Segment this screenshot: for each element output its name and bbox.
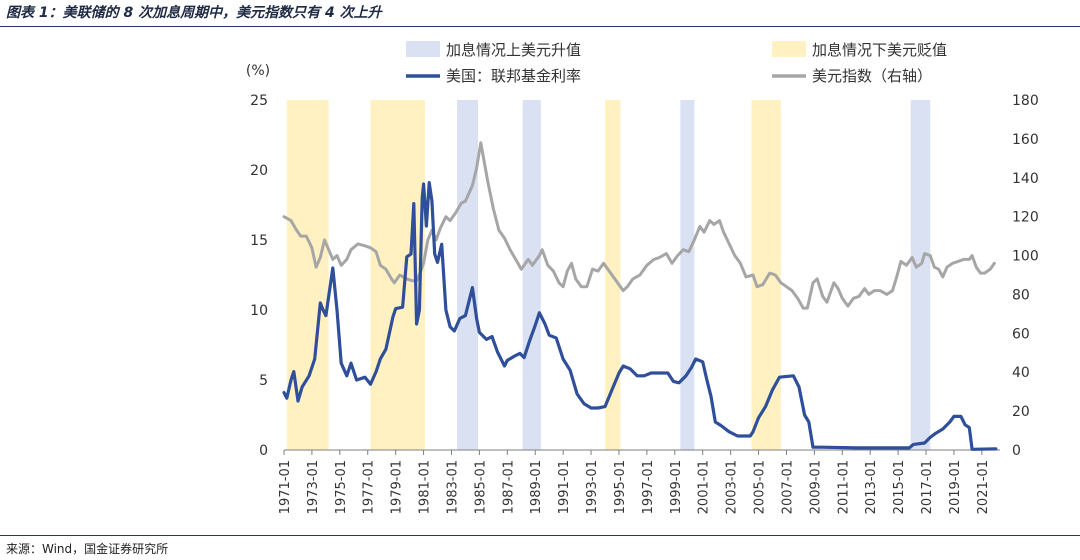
x-tick-label: 1979-01 <box>390 460 405 514</box>
x-tick-label: 2005-01 <box>753 460 768 514</box>
right-tick-label: 100 <box>1012 249 1039 265</box>
band-usd-up-8 <box>910 100 931 450</box>
x-tick-label: 2019-01 <box>948 460 963 514</box>
x-tick-label: 1977-01 <box>362 460 377 514</box>
x-tick-label: 2021-01 <box>976 460 991 514</box>
right-tick-label: 160 <box>1012 132 1039 148</box>
left-axis-unit: (%) <box>246 63 270 79</box>
right-tick-label: 180 <box>1012 93 1039 109</box>
x-tick-label: 1985-01 <box>473 460 488 514</box>
chart: (%) 0 5 10 15 20 25 0 20 40 60 80 100 120 140 160 180 197… <box>246 41 1039 514</box>
source-note: 来源：Wind，国金证券研究所 <box>6 542 169 556</box>
rate-hike-bands <box>286 100 931 450</box>
x-tick-label: 1981-01 <box>418 460 433 514</box>
x-tick-label: 1971-01 <box>278 460 293 514</box>
x-tick-label: 1997-01 <box>641 460 656 514</box>
figure-title: 图表 1：美联储的 8 次加息周期中，美元指数只有 4 次上升 <box>6 5 382 21</box>
left-tick-label: 20 <box>250 163 268 179</box>
left-tick-label: 5 <box>259 373 268 389</box>
x-tick-label: 1987-01 <box>501 460 516 514</box>
fed-funds-rate-line <box>282 181 998 451</box>
x-tick-label: 1993-01 <box>585 460 600 514</box>
left-tick-label: 15 <box>250 233 268 249</box>
x-tick-label: 2009-01 <box>808 460 823 514</box>
legend-label-usd-index: 美元指数（右轴） <box>812 67 932 85</box>
right-tick-label: 0 <box>1012 443 1021 459</box>
x-tick-label: 2013-01 <box>864 460 879 514</box>
legend-swatch-down-band <box>772 41 806 57</box>
right-tick-label: 60 <box>1012 326 1030 342</box>
right-tick-label: 120 <box>1012 210 1039 226</box>
title-rule <box>0 26 1080 27</box>
x-tick-label: 1989-01 <box>529 460 544 514</box>
legend-swatch-up-band <box>406 41 440 57</box>
band-usd-up-4 <box>522 100 541 450</box>
legend-label-up-band: 加息情况上美元升值 <box>446 41 581 59</box>
legend-label-fed-rate: 美国：联邦基金利率 <box>446 67 581 85</box>
x-tick-label: 1983-01 <box>445 460 460 514</box>
x-tick-label: 1991-01 <box>557 460 572 514</box>
band-usd-up-3 <box>457 100 479 450</box>
right-tick-label: 40 <box>1012 365 1030 381</box>
right-tick-label: 80 <box>1012 287 1030 303</box>
band-usd-up-6 <box>680 100 695 450</box>
band-usd-down-1 <box>286 100 329 450</box>
x-tick-label: 2017-01 <box>920 460 935 514</box>
right-tick-label: 140 <box>1012 171 1039 187</box>
left-tick-label: 0 <box>259 443 268 459</box>
x-tick-label: 2007-01 <box>780 460 795 514</box>
source-rule <box>0 535 1080 536</box>
right-tick-label: 20 <box>1012 404 1030 420</box>
axes: (%) 0 5 10 15 20 25 0 20 40 60 80 100 120 140 160 180 197… <box>246 63 1039 514</box>
x-tick-label: 2003-01 <box>725 460 740 514</box>
x-tick-label: 2011-01 <box>836 460 851 514</box>
x-tick-label: 1973-01 <box>306 460 321 514</box>
x-tick-label: 1999-01 <box>669 460 684 514</box>
x-tick-label: 2001-01 <box>697 460 712 514</box>
x-tick-label: 1995-01 <box>613 460 628 514</box>
left-tick-label: 10 <box>250 303 268 319</box>
x-tick-label: 1975-01 <box>334 460 349 514</box>
legend-label-down-band: 加息情况下美元贬值 <box>812 41 947 59</box>
usd-index-line <box>282 141 996 310</box>
series <box>282 141 998 451</box>
x-tick-label: 2015-01 <box>892 460 907 514</box>
left-tick-label: 25 <box>250 93 268 109</box>
